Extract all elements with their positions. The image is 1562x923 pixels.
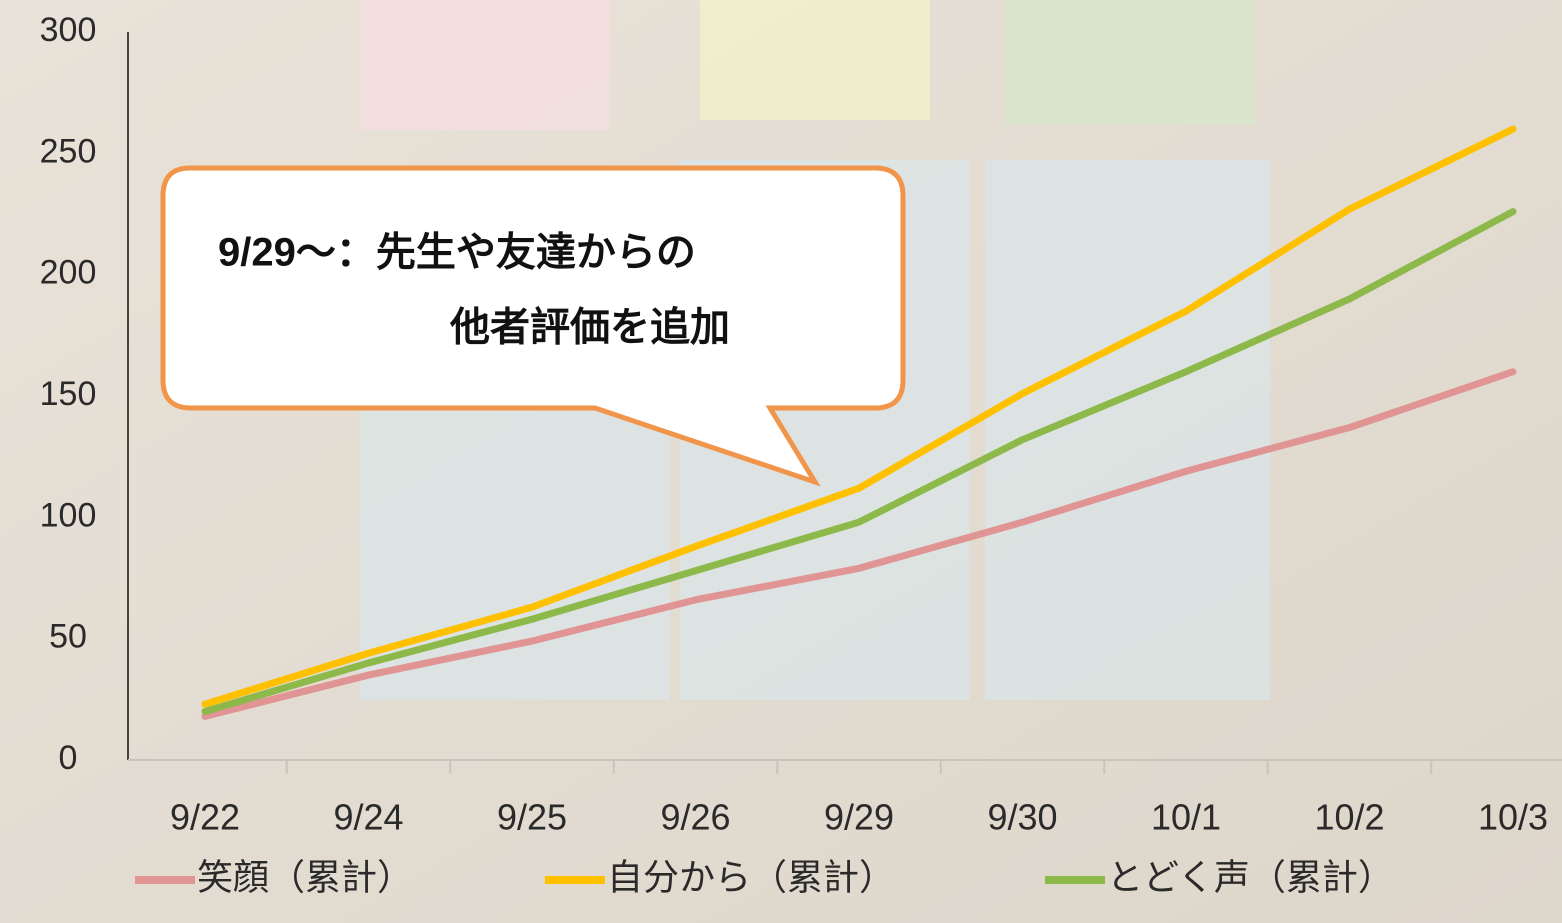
y-tick-label: 200 xyxy=(40,254,97,292)
chart: 0 50 100 150 200 250 300 9/22 9/24 9/25 9/26 9/29 9/… xyxy=(0,0,1562,923)
y-tick-label: 0 xyxy=(59,739,78,777)
annotation-line: 9/29～：先生や友達からの xyxy=(218,231,696,275)
y-tick-label: 250 xyxy=(40,132,97,170)
legend-label: 自分から（累計） xyxy=(607,857,895,898)
background-card xyxy=(1005,0,1255,125)
background-card xyxy=(360,0,610,130)
x-tick-label: 9/22 xyxy=(170,797,240,838)
annotation-line: 他者評価を追加 xyxy=(449,306,730,350)
x-tick-label: 10/2 xyxy=(1314,797,1384,838)
legend-label: とどく声（累計） xyxy=(1107,857,1394,898)
y-tick-label: 100 xyxy=(40,496,97,534)
y-tick-label: 300 xyxy=(40,11,97,49)
x-tick-label: 9/24 xyxy=(333,797,403,838)
background-card xyxy=(985,160,1270,700)
background-card xyxy=(700,0,930,120)
x-tick-label: 9/29 xyxy=(824,797,894,838)
x-tick-label: 9/26 xyxy=(660,797,730,838)
x-tick-label: 10/3 xyxy=(1478,797,1548,838)
y-tick-label: 50 xyxy=(49,618,87,656)
x-tick-label: 9/25 xyxy=(497,797,567,838)
x-tick-label: 10/1 xyxy=(1151,797,1221,838)
y-tick-label: 150 xyxy=(40,375,97,413)
x-tick-label: 9/30 xyxy=(987,797,1057,838)
legend-label: 笑顔（累計） xyxy=(197,857,413,898)
